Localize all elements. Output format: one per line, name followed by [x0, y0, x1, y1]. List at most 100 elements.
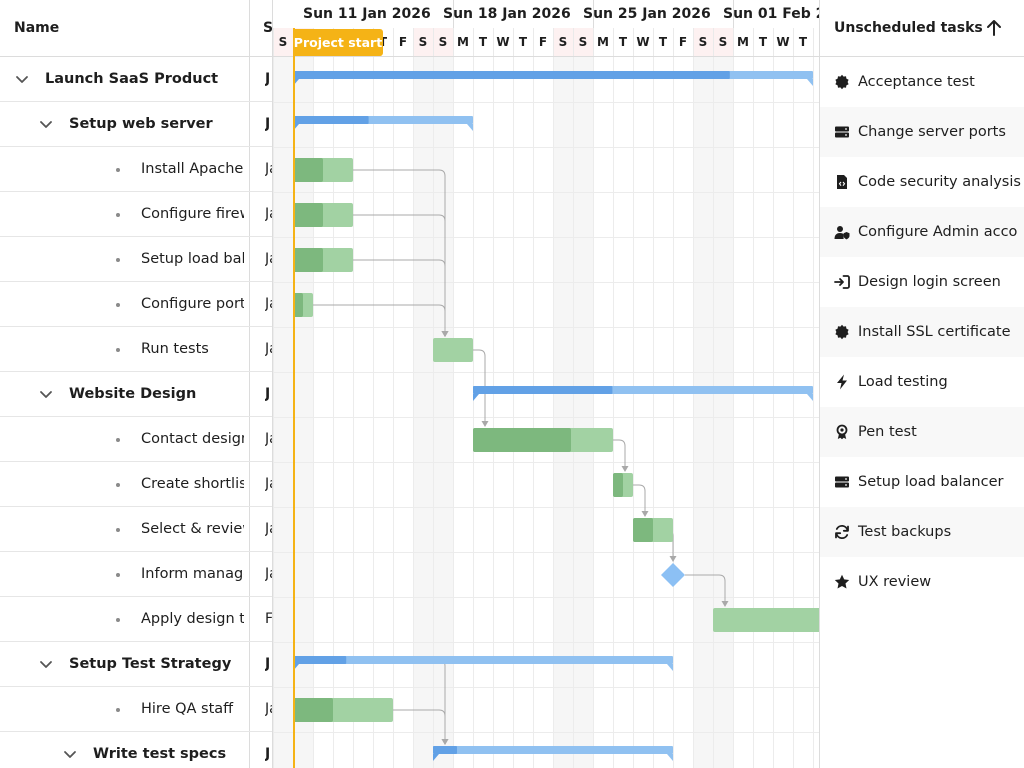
- unscheduled-panel: Unscheduled tasks Acceptance test Change …: [819, 0, 1024, 768]
- grid-row[interactable]: Configure firewall Ja: [0, 192, 272, 237]
- unscheduled-item[interactable]: Load testing: [820, 357, 1024, 407]
- day-gridline: [673, 57, 674, 768]
- grid-row[interactable]: Launch SaaS Product J: [0, 57, 272, 102]
- unscheduled-item[interactable]: Design login screen: [820, 257, 1024, 307]
- dependency-line[interactable]: [393, 709, 446, 744]
- chevron-down-icon[interactable]: [14, 71, 30, 87]
- dependency-line[interactable]: [685, 574, 726, 606]
- dependency-line[interactable]: [438, 659, 673, 744]
- unscheduled-item[interactable]: Acceptance test: [820, 57, 1024, 107]
- task-bar[interactable]: [293, 158, 353, 182]
- unscheduled-item[interactable]: Change server ports: [820, 107, 1024, 157]
- task-bar[interactable]: [293, 248, 353, 272]
- grid-row[interactable]: Run tests Ja: [0, 327, 272, 372]
- summary-bar[interactable]: [433, 746, 673, 761]
- task-start-date: Ja: [265, 476, 272, 492]
- unscheduled-item-label: UX review: [858, 574, 932, 590]
- summary-bar[interactable]: [473, 386, 813, 401]
- weekend-column: [433, 57, 453, 768]
- dependency-line[interactable]: [313, 304, 446, 336]
- task-bar[interactable]: [613, 473, 633, 497]
- week-label: Sun 01 Feb 2026: [723, 6, 819, 22]
- grid-row[interactable]: Apply design to we… Fe: [0, 597, 273, 642]
- grid-row[interactable]: Install Apache Ja: [0, 147, 272, 192]
- chevron-down-icon[interactable]: [62, 746, 78, 762]
- column-divider[interactable]: [249, 0, 250, 768]
- day-divider: [473, 28, 474, 56]
- dependency-line[interactable]: [633, 484, 646, 516]
- dependency-line[interactable]: [473, 349, 486, 426]
- grid-row[interactable]: Setup Test Strategy J: [0, 642, 272, 687]
- day-divider: [393, 28, 394, 56]
- row-gridline: [273, 102, 819, 103]
- task-name: Setup web server: [69, 116, 213, 132]
- unscheduled-item[interactable]: Pen test: [820, 407, 1024, 457]
- task-bar[interactable]: [433, 338, 473, 362]
- unscheduled-item[interactable]: Configure Admin acco: [820, 207, 1024, 257]
- unscheduled-item[interactable]: Install SSL certificate: [820, 307, 1024, 357]
- name-column-header[interactable]: Name: [14, 20, 60, 36]
- task-bar[interactable]: [473, 428, 613, 452]
- task-start-date: J: [265, 386, 271, 402]
- task-bar[interactable]: [293, 698, 393, 722]
- chevron-down-icon[interactable]: [38, 116, 54, 132]
- row-gridline: [273, 552, 819, 553]
- grid-row[interactable]: Setup load balanc… Ja: [0, 237, 272, 282]
- row-gridline: [273, 327, 819, 328]
- grid-row[interactable]: Setup web server J: [0, 102, 272, 147]
- day-label: W: [496, 35, 510, 49]
- row-gridline: [273, 597, 819, 598]
- grid-row[interactable]: Hire QA staff Ja: [0, 687, 272, 732]
- day-gridline: [433, 57, 434, 768]
- start-column-header[interactable]: S: [263, 20, 273, 36]
- grid-row[interactable]: Configure ports Ja: [0, 282, 272, 327]
- task-start-date: Fe: [265, 611, 273, 627]
- row-gridline: [273, 687, 819, 688]
- unscheduled-item[interactable]: Setup load balancer: [820, 457, 1024, 507]
- day-gridline: [653, 57, 654, 768]
- day-divider: [653, 28, 654, 56]
- chevron-down-icon[interactable]: [38, 386, 54, 402]
- award-icon: [834, 424, 850, 440]
- grid-row[interactable]: Inform manageme… Ja: [0, 552, 272, 597]
- task-bar[interactable]: [713, 608, 819, 632]
- grid-row[interactable]: Select & review fin… Ja: [0, 507, 272, 552]
- dependency-line[interactable]: [353, 169, 446, 336]
- chevron-down-icon[interactable]: [38, 656, 54, 672]
- grid-row[interactable]: Contact designers Ja: [0, 417, 272, 462]
- grid-header: Name S: [0, 0, 273, 57]
- task-name: Apply design to we…: [141, 611, 244, 627]
- unscheduled-item[interactable]: Test backups: [820, 507, 1024, 557]
- task-start-date: J: [265, 71, 271, 87]
- dependency-line[interactable]: [613, 439, 626, 471]
- summary-bar[interactable]: [293, 116, 473, 131]
- grid-row[interactable]: Website Design J: [0, 372, 272, 417]
- task-start-date: Ja: [265, 566, 272, 582]
- sort-arrow-up-icon[interactable]: [986, 19, 1002, 37]
- summary-bar[interactable]: [293, 71, 813, 86]
- grid-row[interactable]: Create shortlist of t… Ja: [0, 462, 272, 507]
- grid-row[interactable]: Write test specs J: [0, 732, 272, 768]
- task-start-date: J: [265, 746, 271, 762]
- sign-in-icon: [834, 274, 850, 290]
- unscheduled-header: Unscheduled tasks: [820, 0, 1024, 57]
- unscheduled-item-label: Setup load balancer: [858, 474, 1004, 490]
- task-bar[interactable]: [293, 293, 313, 317]
- day-divider: [673, 28, 674, 56]
- task-bar[interactable]: [293, 203, 353, 227]
- unscheduled-item[interactable]: Code security analysis: [820, 157, 1024, 207]
- day-gridline: [593, 57, 594, 768]
- day-divider: [793, 28, 794, 56]
- day-divider: [533, 28, 534, 56]
- dependency-line[interactable]: [353, 214, 446, 336]
- summary-bar[interactable]: [293, 656, 673, 671]
- bullet-icon: [116, 303, 120, 307]
- dependency-line[interactable]: [353, 259, 446, 336]
- task-name: Launch SaaS Product: [45, 71, 219, 87]
- unscheduled-item[interactable]: UX review: [820, 557, 1024, 607]
- task-bar[interactable]: [633, 518, 673, 542]
- milestone-diamond[interactable]: [661, 563, 685, 587]
- bullet-icon: [116, 438, 120, 442]
- day-label: W: [636, 35, 650, 49]
